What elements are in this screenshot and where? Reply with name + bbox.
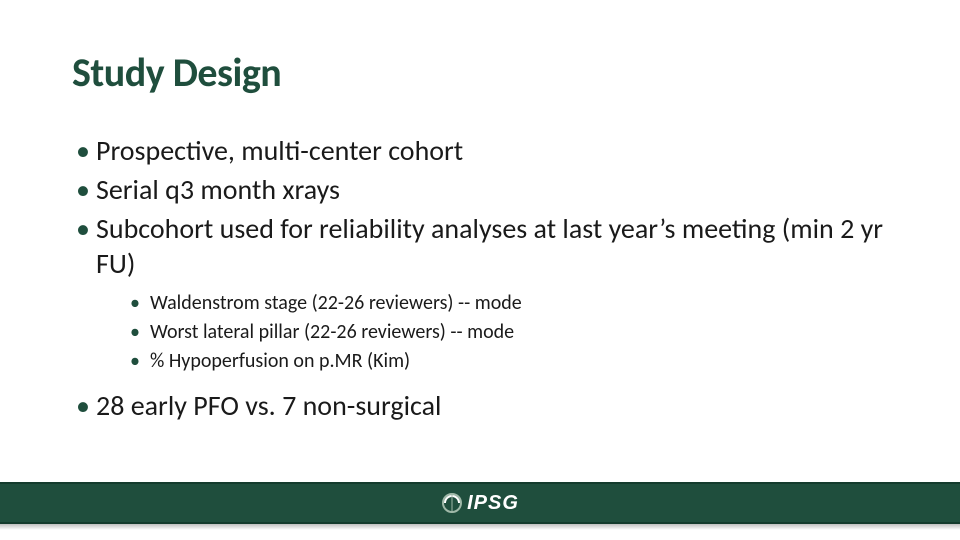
- bullet-item: 28 early PFO vs. 7 non-surgical: [72, 388, 888, 423]
- bullet-item: Subcohort used for reliability analyses …: [72, 211, 888, 374]
- bullet-text: 28 early PFO vs. 7 non-surgical: [96, 388, 441, 423]
- bullet-list: Prospective, multi-center cohort Serial …: [72, 133, 888, 423]
- bullet-text: % Hypoperfusion on p.MR (Kim): [150, 349, 410, 373]
- bullet-text: Subcohort used for reliability analyses …: [96, 211, 883, 281]
- bullet-text: Prospective, multi-center cohort: [96, 133, 463, 168]
- sub-bullet-item: Worst lateral pillar (22-26 reviewers) -…: [126, 320, 888, 345]
- footer-shadow: [0, 524, 960, 530]
- logo-text: IPSG: [467, 492, 519, 515]
- footer-band: IPSG: [0, 482, 960, 524]
- bullet-text: Worst lateral pillar (22-26 reviewers) -…: [150, 320, 514, 344]
- bullet-item: Prospective, multi-center cohort: [72, 133, 888, 168]
- sub-bullet-list: Waldenstrom stage (22-26 reviewers) -- m…: [126, 291, 888, 374]
- footer-logo: IPSG: [441, 492, 519, 515]
- bullet-item: Serial q3 month xrays: [72, 172, 888, 207]
- slide-title: Study Design: [72, 48, 888, 97]
- slide: Study Design Prospective, multi-center c…: [0, 0, 960, 540]
- sub-bullet-item: Waldenstrom stage (22-26 reviewers) -- m…: [126, 291, 888, 316]
- sub-bullet-item: % Hypoperfusion on p.MR (Kim): [126, 349, 888, 374]
- bullet-text: Serial q3 month xrays: [96, 172, 340, 207]
- bullet-text: Waldenstrom stage (22-26 reviewers) -- m…: [150, 291, 522, 315]
- logo-mark-icon: [441, 492, 463, 514]
